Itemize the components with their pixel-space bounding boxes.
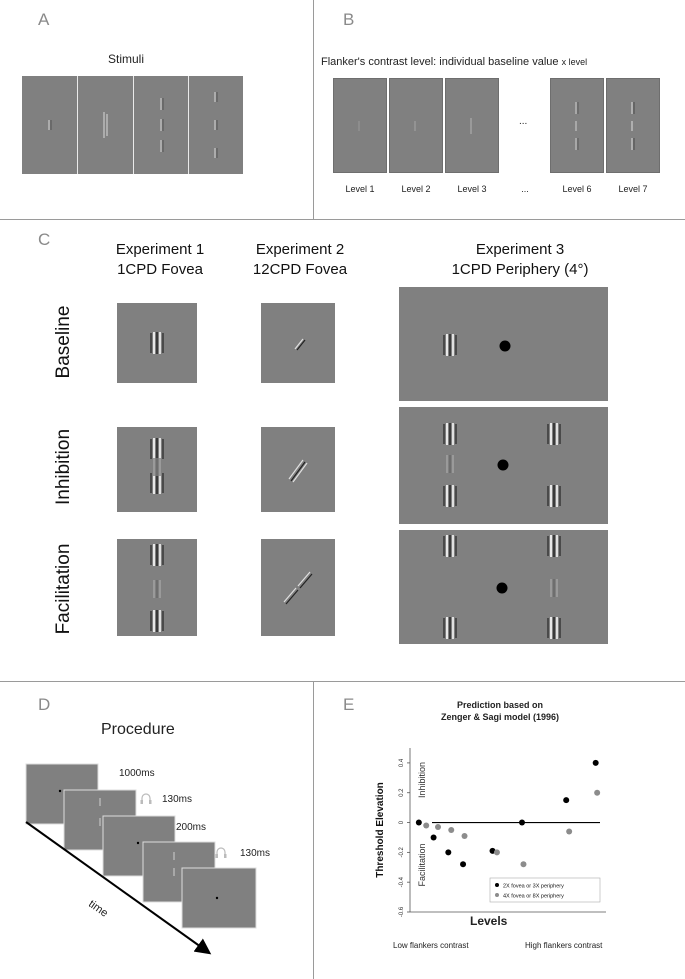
divider-ab (313, 0, 314, 219)
facilitation-label: Facilitation (417, 843, 427, 886)
stimuli-separator (188, 76, 189, 174)
scatter-point (594, 789, 601, 796)
panel-letter-a: A (38, 10, 50, 29)
stimulus-exp2-baseline (261, 303, 335, 383)
experiment-title-line2: 12CPD Fovea (252, 261, 348, 278)
scatter-point (563, 797, 570, 804)
duration-label: 1000ms (119, 768, 155, 779)
divider-top (0, 219, 685, 220)
level-frame (333, 78, 387, 173)
y-axis-title: Threshold Elevation (375, 782, 386, 878)
stimulus-exp2-inhibition (261, 427, 335, 512)
procedure-title: Procedure (101, 721, 175, 738)
stimuli-separator (133, 76, 134, 174)
level-frame (389, 78, 443, 173)
level-label: Level 3 (457, 184, 487, 194)
legend-label: 4X fovea or 8X periphery (503, 894, 564, 900)
y-tick-label: 0 (399, 820, 405, 824)
level-label: Level 1 (345, 184, 375, 194)
procedure-diagram (25, 763, 257, 955)
chart-title-line2: Zenger & Sagi model (1996) (440, 712, 560, 722)
panel-letter-e: E (343, 695, 355, 714)
scatter-point (435, 824, 441, 831)
divider-de (313, 681, 314, 979)
duration-label: 200ms (176, 822, 207, 833)
scatter-point (448, 827, 455, 833)
scatter-point (566, 828, 573, 835)
scatter-point (493, 849, 500, 856)
y-tick-label: 0.4 (399, 758, 405, 767)
experiment-title-line1: Experiment 2 (255, 241, 345, 258)
experiment-title: Experiment 1 1CPD Fovea (90, 240, 230, 280)
inhibition-label: Inhibition (417, 762, 427, 798)
panel-b-title-main: Flanker's contrast level: individual bas… (321, 56, 559, 68)
level-gabors (358, 102, 635, 150)
footer-low-contrast: Low flankers contrast (393, 941, 469, 950)
panel-b-title: Flanker's contrast level: individual bas… (321, 56, 587, 68)
scatter-point (519, 819, 525, 826)
level-label: Level 7 (618, 184, 648, 194)
scatter-point (423, 822, 430, 829)
scatter-point (460, 861, 467, 868)
scatter-point (445, 849, 452, 856)
legend-marker (495, 883, 499, 887)
level-frame (606, 78, 660, 173)
level-label: ... (521, 184, 529, 194)
panel-a-title: Stimuli (108, 52, 145, 66)
level-frame (445, 78, 499, 173)
divider-middle (0, 681, 685, 682)
panel-letter-c: C (38, 230, 51, 249)
x-axis-title: Levels (470, 914, 508, 928)
scatter-point (430, 834, 437, 841)
level-frame (550, 78, 604, 173)
scatter-point (592, 759, 599, 766)
y-tick-label: -0.6 (399, 906, 405, 917)
experiment-title-line1: Experiment 1 (115, 241, 205, 258)
scatter-point (461, 832, 468, 839)
level-ellipsis: ... (519, 116, 528, 127)
panel-letter-d: D (38, 695, 51, 714)
experiment-title: Experiment 3 1CPD Periphery (4°) (420, 240, 620, 280)
stimuli-separator (77, 76, 78, 174)
experiment-title-line2: 1CPD Fovea (117, 261, 203, 278)
chart-title-line1: Prediction based on (456, 700, 543, 710)
scatter-point (415, 819, 422, 826)
stimuli-gabors (48, 92, 218, 158)
y-tick-label: 0.2 (399, 788, 405, 797)
panel-b-title-suffix: x level (561, 57, 588, 67)
level-label: Level 2 (401, 184, 431, 194)
experiment-title-line2: 1CPD Periphery (4°) (451, 261, 589, 278)
y-tick-label: -0.4 (399, 876, 405, 887)
level-label: Level 6 (562, 184, 592, 194)
stimulus-exp2-facilitation (261, 539, 335, 636)
footer-high-contrast: High flankers contrast (525, 941, 603, 950)
experiment-title: Experiment 2 12CPD Fovea (230, 240, 370, 280)
legend-marker (495, 893, 499, 897)
scatter-point (520, 861, 527, 868)
chart-legend: 2X fovea or 3X periphery 4X fovea or 8X … (489, 877, 601, 903)
legend-label: 2X fovea or 3X periphery (503, 884, 564, 890)
duration-label: 130ms (240, 848, 271, 859)
experiment-title-line1: Experiment 3 (475, 241, 565, 258)
duration-label: 130ms (162, 794, 193, 805)
threshold-chart: 0.40.20-0.2-0.4-0.6 Threshold Elevation … (375, 748, 606, 917)
y-tick-label: -0.2 (399, 847, 405, 858)
stimuli-strip (22, 76, 243, 174)
chart-axes (409, 748, 606, 913)
legend-box (489, 877, 601, 903)
panel-letter-b: B (343, 10, 355, 29)
